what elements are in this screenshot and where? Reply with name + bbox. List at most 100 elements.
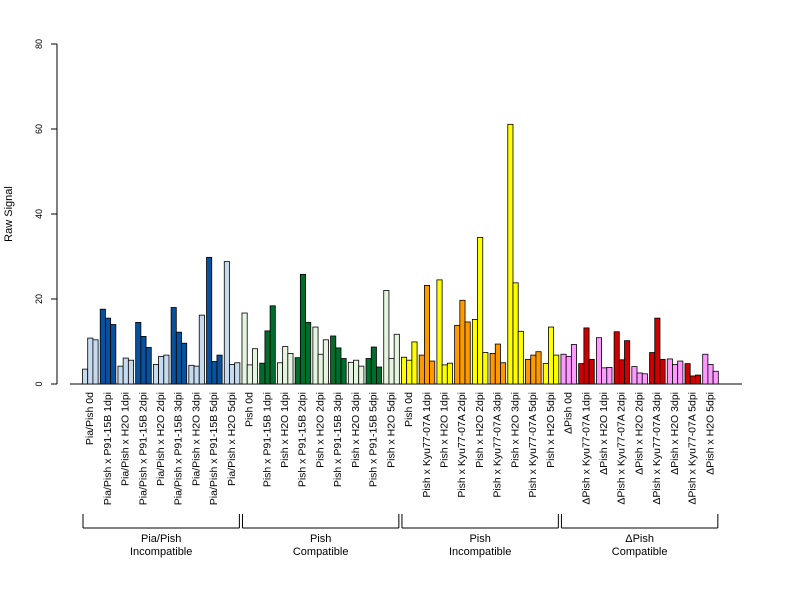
group-label-name: Pia/Pish bbox=[141, 533, 181, 545]
x-tick-label: Pish x Kyu77-07A 3dpi bbox=[492, 392, 504, 498]
bar bbox=[624, 340, 631, 385]
bar bbox=[636, 372, 643, 385]
bar bbox=[411, 341, 418, 385]
bar bbox=[418, 354, 425, 385]
group-brackets: Pia/PishIncompatiblePishCompatiblePishIn… bbox=[82, 514, 719, 558]
y-tick-label: 0 bbox=[34, 381, 44, 386]
bar bbox=[525, 358, 532, 385]
x-tick-labels: Pia/Pish 0d Pia/Pish x P91-15B 1dpi Pia/Pi… bbox=[84, 392, 716, 505]
bar bbox=[649, 352, 656, 385]
bar bbox=[152, 364, 159, 385]
bar bbox=[335, 347, 342, 385]
x-tick-label: ΔPish x H2O 5dpi bbox=[704, 392, 716, 475]
bar bbox=[216, 354, 223, 385]
bar bbox=[459, 299, 466, 385]
bar bbox=[122, 357, 129, 385]
bar bbox=[530, 354, 537, 385]
x-tick-label: Pia/Pish x H2O 2dpi bbox=[155, 392, 167, 486]
bar bbox=[277, 362, 284, 385]
bar bbox=[489, 352, 496, 385]
bar bbox=[560, 353, 567, 385]
x-tick-label: Pia/Pish x P91-15B 1dpi bbox=[102, 392, 114, 505]
bar bbox=[631, 366, 638, 385]
group-label-name: Pish bbox=[469, 533, 490, 545]
bar bbox=[388, 358, 395, 385]
bar bbox=[330, 335, 337, 385]
x-tick-label: Pish x P91-15B 1dpi bbox=[261, 392, 273, 487]
bar bbox=[613, 331, 620, 385]
bar bbox=[145, 347, 152, 385]
bar bbox=[140, 335, 147, 385]
bars bbox=[82, 123, 719, 385]
bar bbox=[82, 368, 89, 385]
bar bbox=[548, 326, 555, 385]
bar bbox=[92, 339, 99, 385]
bar bbox=[454, 324, 461, 385]
bar bbox=[287, 352, 294, 385]
bar bbox=[353, 359, 360, 385]
bar bbox=[517, 330, 524, 385]
bar bbox=[105, 317, 112, 385]
bar bbox=[393, 333, 400, 385]
bar bbox=[370, 346, 377, 385]
bar bbox=[477, 236, 484, 385]
bar bbox=[494, 343, 501, 385]
x-tick-label: Pish x Kyu77-07A 2dpi bbox=[456, 392, 468, 498]
bar bbox=[229, 364, 236, 385]
bar bbox=[188, 364, 195, 385]
bar bbox=[588, 358, 595, 385]
bar bbox=[535, 351, 542, 385]
bar bbox=[570, 344, 577, 385]
bar bbox=[707, 364, 714, 385]
bar bbox=[181, 342, 188, 385]
bar bbox=[684, 363, 691, 385]
bar bbox=[99, 308, 106, 385]
bar bbox=[158, 355, 165, 385]
x-tick-label: ΔPish x Kyu77-07A 1dpi bbox=[580, 392, 592, 505]
bar bbox=[694, 374, 702, 385]
group-label-type: Compatible bbox=[612, 546, 668, 558]
bar bbox=[251, 348, 258, 385]
bar bbox=[347, 361, 354, 385]
x-tick-label: Pish x Kyu77-07A 5dpi bbox=[527, 392, 539, 498]
x-tick-label: ΔPish x Kyu77-07A 5dpi bbox=[687, 392, 699, 505]
x-tick-label: Pish x H2O 5dpi bbox=[385, 392, 397, 468]
y-tick-label: 80 bbox=[34, 39, 44, 49]
bar bbox=[507, 123, 514, 385]
bar bbox=[583, 327, 590, 385]
bar bbox=[601, 367, 608, 385]
x-tick-label: Pia/Pish 0d bbox=[84, 392, 96, 445]
bar bbox=[471, 318, 478, 385]
bar bbox=[211, 361, 218, 385]
bar bbox=[294, 357, 301, 385]
x-tick-label: Pish x H2O 2dpi bbox=[474, 392, 486, 468]
x-tick-label: Pia/Pish x H2O 1dpi bbox=[120, 392, 132, 486]
bar bbox=[446, 362, 453, 385]
x-tick-label: Pia/Pish x P91-15B 2dpi bbox=[137, 392, 149, 505]
x-tick-label: ΔPish x Kyu77-07A 2dpi bbox=[616, 392, 628, 505]
x-tick-label: Pia/Pish x P91-15B 3dpi bbox=[173, 392, 185, 505]
bar bbox=[241, 312, 248, 385]
bar bbox=[641, 373, 648, 385]
x-tick-label: Pish 0d bbox=[244, 392, 256, 427]
group-label-name: Pish bbox=[310, 533, 331, 545]
bar bbox=[702, 353, 709, 385]
x-tick-label: Pish x P91-15B 2dpi bbox=[297, 392, 309, 487]
bar bbox=[117, 365, 124, 385]
bar bbox=[383, 290, 390, 385]
bar bbox=[299, 273, 306, 385]
bar bbox=[312, 326, 319, 385]
x-tick-label: Pish x H2O 3dpi bbox=[509, 392, 521, 468]
bar bbox=[234, 362, 241, 385]
bar bbox=[358, 365, 365, 385]
bar bbox=[677, 360, 684, 385]
y-axis-label: Raw Signal bbox=[3, 186, 15, 242]
x-tick-label: Pish x H2O 1dpi bbox=[279, 392, 291, 468]
bar bbox=[322, 339, 329, 385]
bar bbox=[317, 353, 324, 385]
y-tick-label: 60 bbox=[34, 124, 44, 134]
bar bbox=[542, 363, 549, 385]
bar bbox=[482, 352, 489, 385]
bar bbox=[401, 356, 408, 385]
